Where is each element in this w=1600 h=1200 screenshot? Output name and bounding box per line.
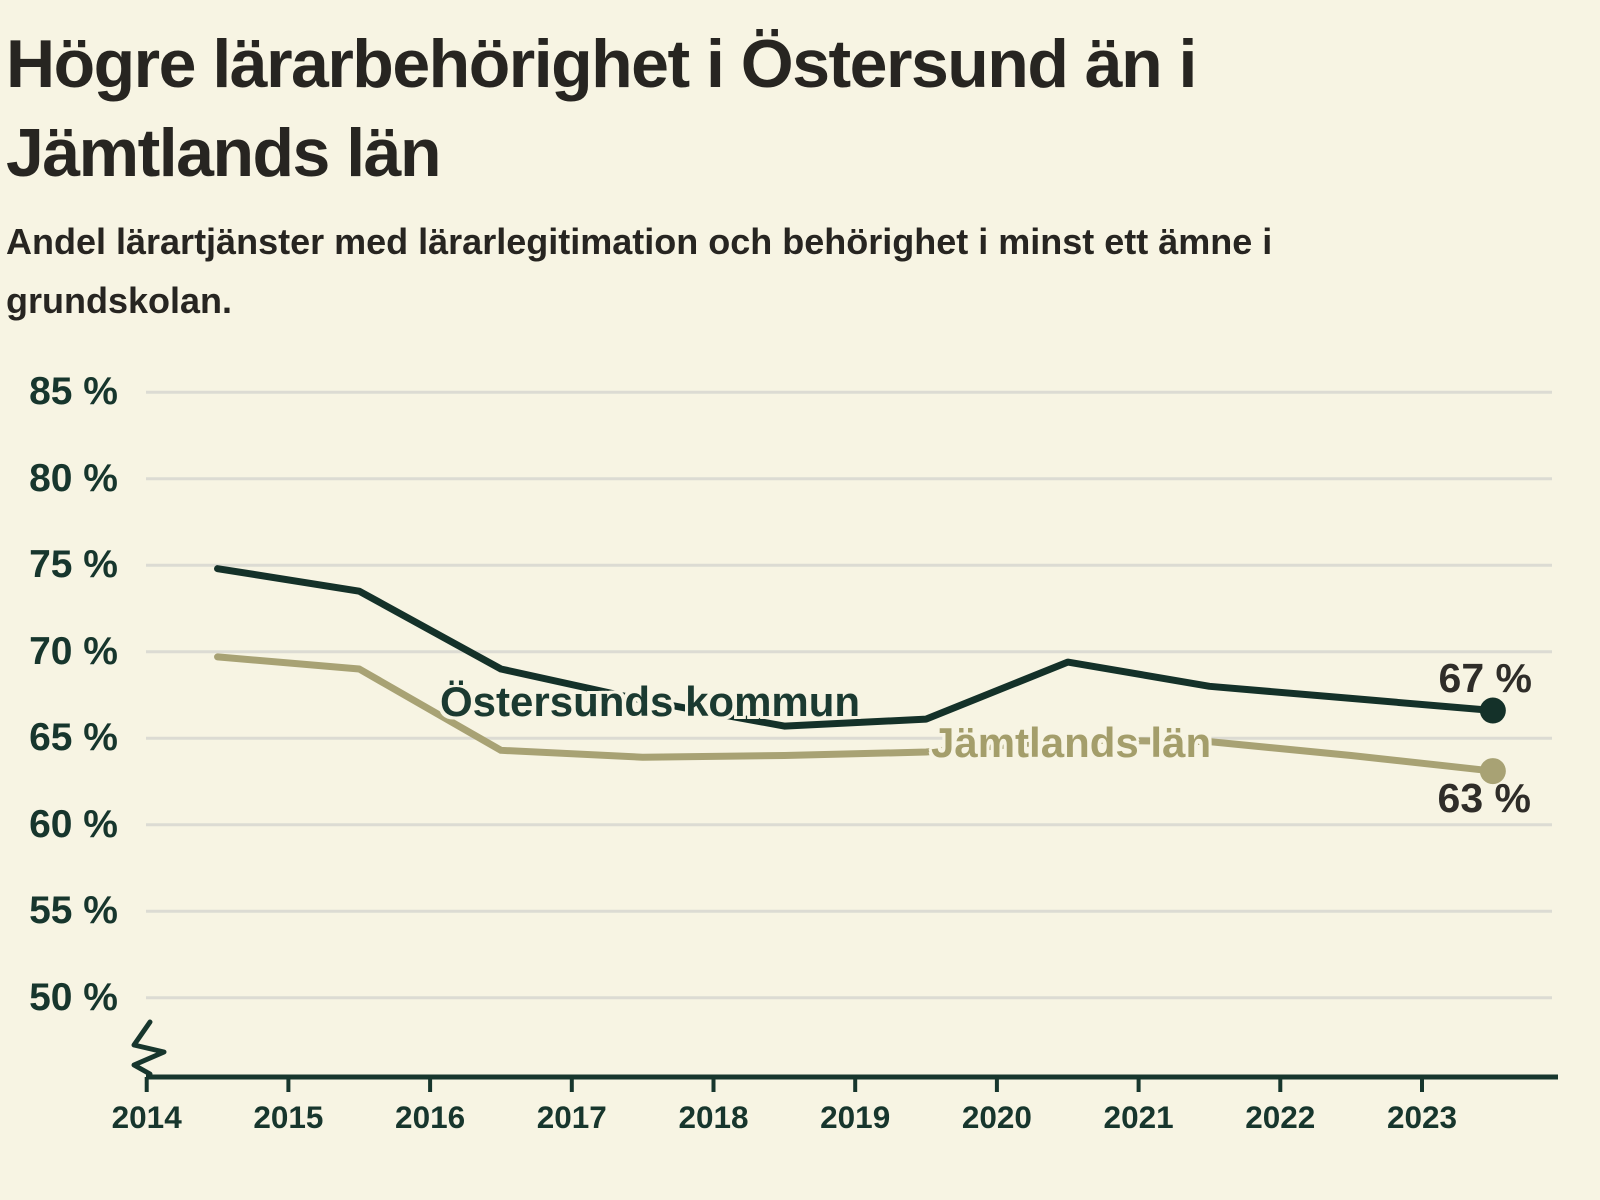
x-axis-label-2014: 2014 <box>111 1099 182 1135</box>
x-axis-label-2018: 2018 <box>678 1099 749 1135</box>
subtitle-line-2: grundskolan. <box>6 279 233 321</box>
x-axis-label-2020: 2020 <box>961 1099 1032 1135</box>
y-axis-label-60: 60 % <box>29 802 118 846</box>
subtitle-line-1: Andel lärartjänster med lärarlegitimatio… <box>6 221 1273 262</box>
series-label-ostersunds-kommun: Östersunds kommun <box>440 678 861 725</box>
y-axis-label-85: 85 % <box>29 370 118 414</box>
y-axis-label-75: 75 % <box>29 543 118 587</box>
title-line-1: Högre lärarbehörighet i Östersund än i <box>6 26 1197 102</box>
axis-break-zigzag-icon <box>131 1019 167 1077</box>
title-line-2: Jämtlands län <box>6 115 442 192</box>
x-axis-label-2021: 2021 <box>1103 1099 1174 1135</box>
page-title: Högre lärarbehörighet i Östersund än i J… <box>6 20 1426 198</box>
series-line-0 <box>214 565 1497 730</box>
y-axis-label-70: 70 % <box>29 629 118 673</box>
y-axis-label-55: 55 % <box>29 889 118 933</box>
series-line-1 <box>214 653 1497 775</box>
x-axis-label-2023: 2023 <box>1386 1099 1458 1135</box>
end-value-label-jamtland: 63 % <box>1437 775 1531 821</box>
x-axis-label-2022: 2022 <box>1245 1099 1316 1135</box>
y-axis-label-65: 65 % <box>29 716 118 760</box>
end-value-label-ostersund: 67 % <box>1438 655 1532 701</box>
chart-subtitle: Andel lärartjänster med lärarlegitimatio… <box>6 213 1566 330</box>
x-axis-label-2015: 2015 <box>253 1099 324 1135</box>
x-axis-label-2017: 2017 <box>536 1099 607 1135</box>
series-end-dot-1 <box>1479 758 1506 785</box>
y-axis-label-50: 50 % <box>29 975 118 1019</box>
x-axis-label-2019: 2019 <box>820 1099 891 1135</box>
series-end-dot-0 <box>1479 697 1506 724</box>
series-label-jamtlands-lan: Jämtlands län <box>931 719 1212 766</box>
y-axis-label-80: 80 % <box>29 456 118 500</box>
x-axis-label-2016: 2016 <box>395 1099 466 1135</box>
